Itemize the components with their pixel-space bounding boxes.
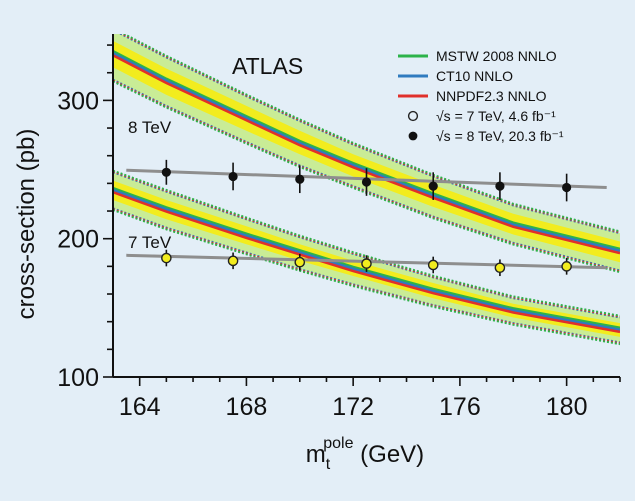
- theory-edge-7tev-5: [113, 209, 620, 346]
- point-8tev-1: [228, 171, 238, 182]
- axes: 164 168 172 176 180 100 200 300: [57, 34, 621, 421]
- point-8tev-6: [562, 182, 572, 193]
- y-tick-label-300: 300: [57, 87, 99, 115]
- legend-label-2: NNPDF2.3 NNLO: [436, 88, 547, 104]
- energy-label-7tev: 7 TeV: [128, 233, 172, 252]
- legend: MSTW 2008 NNLO CT10 NNLO NNPDF2.3 NNLO √s =…: [398, 48, 564, 144]
- theory-line-ct10-8tev: [113, 52, 620, 253]
- point-7tev-0: [161, 252, 172, 264]
- x-tick-label-164: 164: [119, 393, 161, 421]
- theory-edge-8tev-2: [122, 34, 620, 233]
- point-7tev-4: [427, 259, 439, 271]
- point-8tev-3: [361, 177, 372, 187]
- measurement-points: [161, 159, 572, 277]
- annotations: ATLAS 8 TeV 7 TeV: [128, 53, 303, 252]
- y-tick-label-200: 200: [57, 226, 99, 254]
- axis-titles: mt pole (GeV) cross-section (pb): [13, 129, 424, 473]
- x-axis-title-main: m: [306, 441, 326, 468]
- atlas-label: ATLAS: [232, 53, 303, 79]
- point-7tev-5: [494, 262, 506, 274]
- theory-edge-7tev-2: [113, 169, 620, 317]
- theory-line-mstw-8tev: [113, 49, 620, 251]
- x-tick-label-172: 172: [332, 393, 374, 421]
- legend-label-4: √s = 8 TeV, 20.3 fb⁻¹: [436, 128, 564, 144]
- theory-line-mstw-7tev: [113, 186, 620, 330]
- y-axis-title: cross-section (pb): [13, 129, 40, 320]
- legend-marker-3: [407, 110, 419, 122]
- theory-bands: [113, 34, 620, 346]
- point-8tev-0: [161, 167, 171, 177]
- legend-label-0: MSTW 2008 NNLO: [436, 48, 557, 64]
- point-8tev-5: [495, 181, 505, 191]
- x-axis-title-sup: pole: [323, 435, 353, 452]
- theory-band-8tev: [113, 40, 620, 263]
- legend-label-1: CT10 NNLO: [436, 68, 513, 84]
- point-7tev-3: [361, 258, 372, 269]
- point-8tev-4: [428, 181, 438, 191]
- legend-marker-4: [408, 131, 418, 141]
- x-axis-title-sub: t: [326, 456, 331, 473]
- energy-label-8tev: 8 TeV: [128, 118, 172, 137]
- x-axis-title-unit: (GeV): [354, 441, 425, 468]
- point-8tev-2: [295, 174, 305, 184]
- x-tick-label-180: 180: [546, 393, 588, 421]
- legend-label-3: √s = 7 TeV, 4.6 fb⁻¹: [436, 108, 556, 124]
- y-tick-label-100: 100: [57, 364, 99, 392]
- x-tick-label-168: 168: [226, 393, 268, 421]
- theory-edge-7tev-0: [113, 171, 620, 319]
- point-7tev-1: [227, 255, 239, 267]
- point-7tev-6: [561, 261, 572, 272]
- theory-line-nnpdf-7tev: [113, 191, 620, 334]
- x-tick-label-176: 176: [439, 393, 481, 421]
- x-axis-title: mt pole (GeV): [306, 435, 424, 473]
- point-7tev-2: [294, 256, 306, 268]
- theory-line-nnpdf-8tev: [113, 54, 620, 255]
